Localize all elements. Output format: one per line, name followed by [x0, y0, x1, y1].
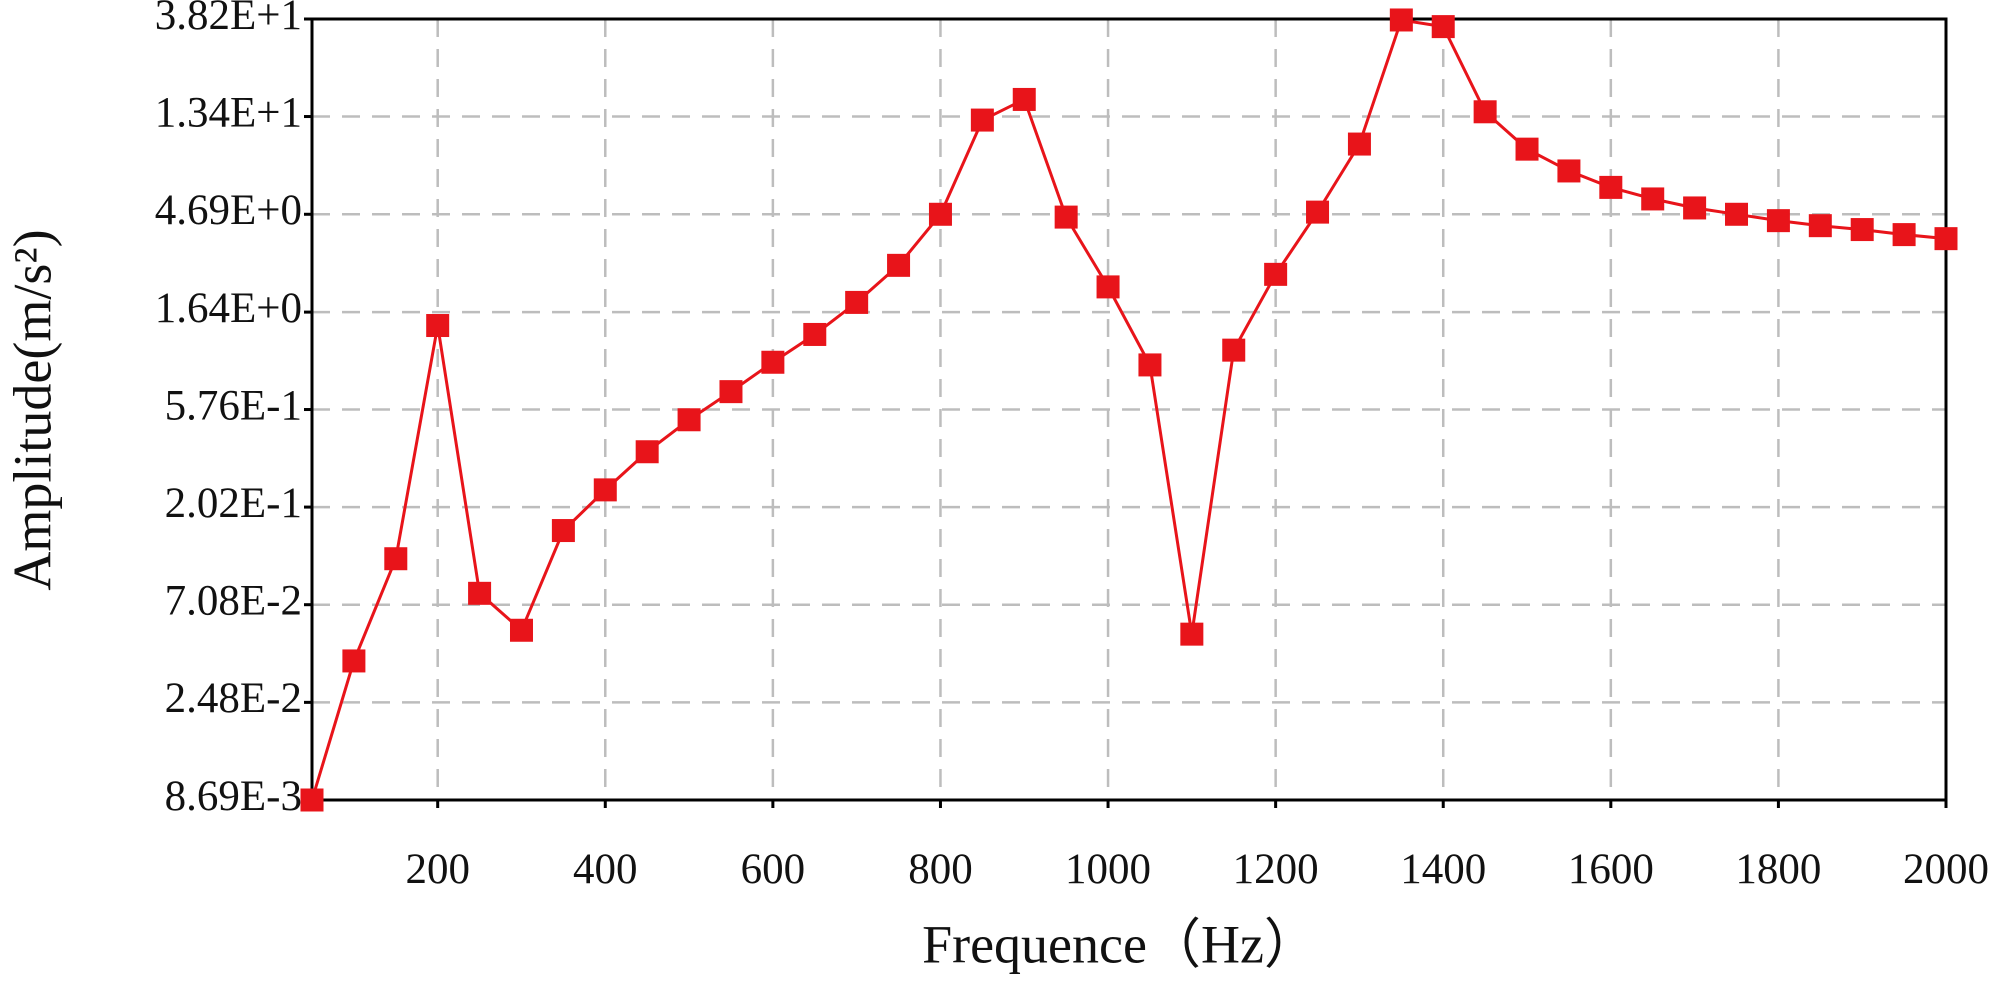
- x-tick-label: 800: [908, 846, 973, 893]
- x-tick-label: 200: [405, 846, 470, 893]
- y-tick-label: 3.82E+1: [155, 0, 302, 39]
- data-marker: [1306, 200, 1330, 224]
- data-marker: [1264, 262, 1288, 286]
- data-marker: [1473, 100, 1497, 124]
- y-tick-label: 1.64E+0: [155, 285, 302, 332]
- y-tick-label: 2.02E-1: [165, 480, 302, 527]
- data-marker: [1389, 8, 1413, 32]
- data-marker: [928, 202, 952, 226]
- x-tick-label: 1400: [1400, 846, 1486, 893]
- data-marker: [1431, 15, 1455, 39]
- data-marker: [635, 440, 659, 464]
- y-tick-label: 2.48E-2: [165, 675, 302, 722]
- data-marker: [1892, 223, 1916, 247]
- data-marker: [1054, 205, 1078, 229]
- x-axis-label: Frequence（Hz）: [922, 914, 1318, 974]
- y-tick-label: 8.69E-3: [165, 773, 302, 820]
- plot-frame: [310, 17, 1948, 802]
- data-marker: [803, 322, 827, 346]
- data-marker: [468, 581, 492, 605]
- y-tick-label: 4.69E+0: [155, 187, 302, 234]
- data-marker: [384, 547, 408, 571]
- data-marker: [426, 314, 450, 338]
- data-marker: [1683, 196, 1707, 220]
- data-marker: [1725, 202, 1749, 226]
- x-tick-label: 1600: [1568, 846, 1654, 893]
- data-marker: [1347, 132, 1371, 156]
- data-marker: [1599, 175, 1623, 199]
- data-marker: [593, 478, 617, 502]
- x-tick-label: 1800: [1735, 846, 1821, 893]
- x-tick-label: 1000: [1065, 846, 1151, 893]
- data-marker: [1012, 87, 1036, 111]
- data-marker: [887, 253, 911, 277]
- data-marker: [761, 350, 785, 374]
- data-marker: [1515, 137, 1539, 161]
- data-marker: [1096, 275, 1120, 299]
- y-tick-label: 7.08E-2: [165, 578, 302, 625]
- data-marker: [845, 290, 869, 314]
- y-tick-label: 5.76E-1: [165, 382, 302, 429]
- x-tick-label: 400: [573, 846, 638, 893]
- data-marker: [1766, 209, 1790, 233]
- data-marker: [1850, 218, 1874, 242]
- data-marker: [1641, 187, 1665, 211]
- data-marker: [1222, 338, 1246, 362]
- data-marker: [551, 519, 575, 543]
- data-marker: [509, 618, 533, 642]
- data-marker: [1934, 227, 1958, 251]
- data-marker: [1808, 214, 1832, 238]
- data-marker: [300, 788, 324, 812]
- data-marker: [1138, 353, 1162, 377]
- y-tick-label: 1.34E+1: [155, 89, 302, 136]
- y-axis-label: Amplitude(m/s²): [2, 229, 62, 590]
- x-tick-label: 600: [741, 846, 806, 893]
- x-tick-label: 2000: [1903, 846, 1989, 893]
- x-tick-label: 1200: [1233, 846, 1319, 893]
- data-marker: [719, 380, 743, 404]
- data-marker: [970, 108, 994, 132]
- data-marker: [1557, 159, 1581, 183]
- data-marker: [1180, 622, 1204, 646]
- data-marker: [677, 408, 701, 432]
- data-marker: [342, 649, 366, 673]
- data-line: [310, 18, 1947, 801]
